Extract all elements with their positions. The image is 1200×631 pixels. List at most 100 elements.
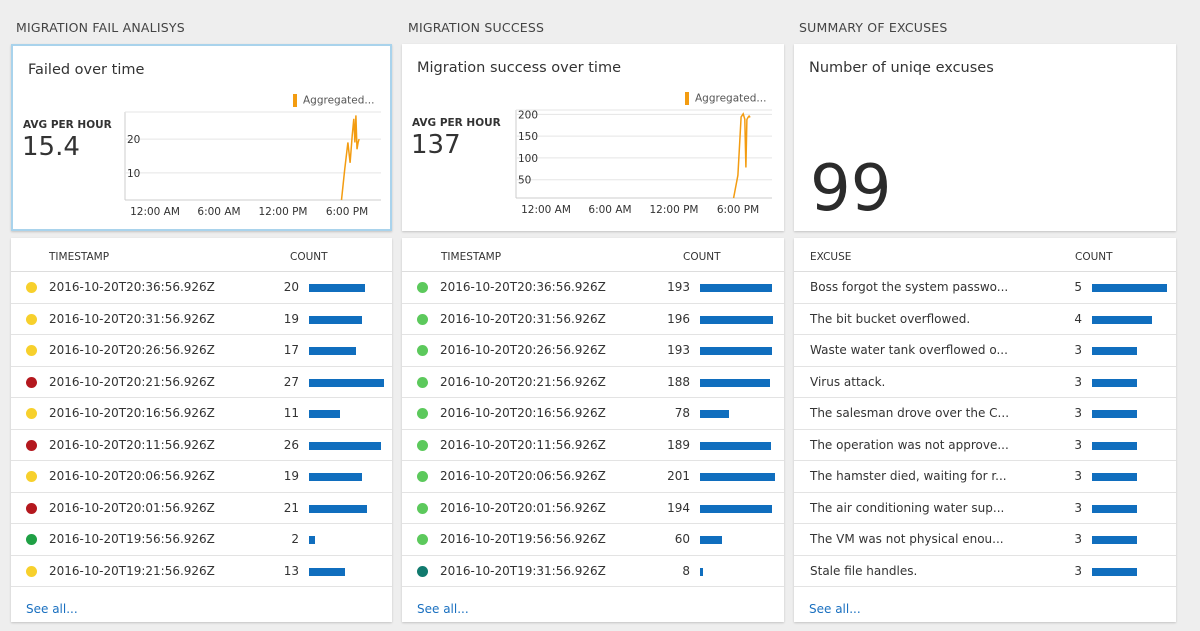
table-row[interactable]: The VM was not physical enou... 3 <box>794 524 1176 556</box>
count-bar <box>309 315 362 324</box>
count-cell: 3 <box>1074 500 1082 515</box>
status-dot <box>417 565 428 577</box>
table-row[interactable]: 2016-10-20T20:21:56.926Z 188 <box>402 367 784 398</box>
legend-swatch <box>685 92 689 105</box>
success-table: TIMESTAMP COUNT 2016-10-20T20:36:56.926Z… <box>402 238 784 622</box>
col-count: COUNT <box>1075 251 1113 263</box>
table-row[interactable]: 2016-10-20T20:16:56.926Z 11 <box>11 398 392 430</box>
table-row[interactable]: 2016-10-20T20:11:56.926Z 189 <box>402 430 784 461</box>
count-bar <box>1092 315 1152 324</box>
status-dot <box>26 565 37 577</box>
table-row[interactable]: Boss forgot the system passwo... 5 <box>794 272 1176 304</box>
count-cell: 196 <box>667 311 690 326</box>
count-bar <box>1092 441 1137 450</box>
x-tick-label: 6:00 PM <box>326 206 368 218</box>
count-cell: 189 <box>667 437 690 452</box>
table-row[interactable]: The hamster died, waiting for r... 3 <box>794 461 1176 493</box>
table-row[interactable]: 2016-10-20T20:36:56.926Z 20 <box>11 272 392 304</box>
status-dot <box>417 408 428 419</box>
y-tick-label: 10 <box>127 168 140 180</box>
count-bar <box>700 284 772 292</box>
table-row[interactable]: 2016-10-20T19:56:56.926Z 2 <box>11 524 392 556</box>
status-dot <box>26 534 37 545</box>
see-all-link[interactable]: See all... <box>809 602 861 616</box>
timestamp-cell: 2016-10-20T19:56:56.926Z <box>49 532 215 546</box>
col-count: COUNT <box>290 251 328 263</box>
table-row[interactable]: 2016-10-20T20:21:56.926Z 27 <box>11 367 392 398</box>
count-bar <box>1092 347 1137 355</box>
table-row[interactable]: The operation was not approve... 3 <box>794 430 1176 461</box>
count-bar <box>1092 504 1137 513</box>
tile-title: Failed over time <box>28 62 145 78</box>
table-row[interactable]: 2016-10-20T19:31:56.926Z 8 <box>402 556 784 587</box>
fail-chart-tile[interactable]: Failed over time AVG PER HOUR 15.4 Aggre… <box>11 44 392 231</box>
count-bar <box>309 536 315 544</box>
status-dot <box>417 439 428 451</box>
timestamp-cell: 2016-10-20T19:21:56.926Z <box>49 563 215 578</box>
table-row[interactable]: 2016-10-20T20:06:56.926Z 201 <box>402 461 784 493</box>
count-bar <box>309 284 365 292</box>
excuse-cell: Waste water tank overflowed o... <box>810 343 1008 357</box>
table-row[interactable]: 2016-10-20T19:56:56.926Z 60 <box>402 524 784 556</box>
excuse-cell: The hamster died, waiting for r... <box>810 469 1007 483</box>
count-cell: 3 <box>1074 374 1082 389</box>
count-cell: 3 <box>1074 469 1082 483</box>
count-cell: 194 <box>667 500 690 515</box>
tile-title: Migration success over time <box>417 60 622 76</box>
count-cell: 27 <box>283 374 299 389</box>
table-row[interactable]: 2016-10-20T20:06:56.926Z 19 <box>11 461 392 493</box>
table-row[interactable]: Stale file handles. 3 <box>794 556 1176 587</box>
count-cell: 188 <box>667 374 690 389</box>
excuse-count-tile[interactable]: Number of uniqe excuses 99 <box>794 44 1176 231</box>
chart-legend: Aggregated... <box>685 92 766 105</box>
table-row[interactable]: Waste water tank overflowed o... 3 <box>794 335 1176 367</box>
see-all-link[interactable]: See all... <box>26 602 78 616</box>
count-bar <box>700 315 773 324</box>
x-tick-label: 12:00 AM <box>130 206 180 218</box>
status-dot <box>26 439 37 451</box>
count-cell: 5 <box>1074 280 1082 294</box>
count-cell: 3 <box>1074 532 1082 546</box>
col-count: COUNT <box>683 251 721 263</box>
count-cell: 4 <box>1074 311 1082 326</box>
table-row[interactable]: The air conditioning water sup... 3 <box>794 493 1176 524</box>
table-row[interactable]: 2016-10-20T20:36:56.926Z 193 <box>402 272 784 304</box>
status-dot <box>26 376 37 388</box>
fail-line-chart: 10 20 12:00 AM 6:00 AM 12:00 PM 6:00 PM <box>124 111 381 218</box>
success-chart-tile[interactable]: Migration success over time AVG PER HOUR… <box>402 44 784 231</box>
table-row[interactable]: 2016-10-20T20:01:56.926Z 21 <box>11 493 392 524</box>
count-cell: 60 <box>674 532 690 546</box>
count-bar <box>700 347 772 355</box>
avg-value: 137 <box>411 130 461 160</box>
table-row[interactable]: The salesman drove over the C... 3 <box>794 398 1176 430</box>
status-dot <box>417 345 428 356</box>
status-dot <box>417 313 428 325</box>
excuse-table: EXCUSE COUNT Boss forgot the system pass… <box>794 238 1176 622</box>
fail-table: TIMESTAMP COUNT 2016-10-20T20:36:56.926Z… <box>11 238 392 622</box>
section-title-success: MIGRATION SUCCESS <box>408 20 545 35</box>
y-tick-label: 20 <box>127 134 140 146</box>
table-row[interactable]: The bit bucket overflowed. 4 <box>794 304 1176 335</box>
timestamp-cell: 2016-10-20T20:06:56.926Z <box>440 469 606 483</box>
count-cell: 3 <box>1074 406 1082 420</box>
see-all-link[interactable]: See all... <box>417 602 469 616</box>
table-row[interactable]: 2016-10-20T20:16:56.926Z 78 <box>402 398 784 430</box>
table-row[interactable]: 2016-10-20T20:11:56.926Z 26 <box>11 430 392 461</box>
count-cell: 11 <box>283 406 299 420</box>
table-row[interactable]: 2016-10-20T20:01:56.926Z 194 <box>402 493 784 524</box>
timestamp-cell: 2016-10-20T19:56:56.926Z <box>440 532 606 546</box>
table-row[interactable]: Virus attack. 3 <box>794 367 1176 398</box>
count-bar <box>700 441 771 450</box>
table-row[interactable]: 2016-10-20T20:31:56.926Z 19 <box>11 304 392 335</box>
timestamp-cell: 2016-10-20T20:16:56.926Z <box>440 406 606 420</box>
count-cell: 19 <box>283 311 299 326</box>
table-row[interactable]: 2016-10-20T20:26:56.926Z 17 <box>11 335 392 367</box>
timestamp-cell: 2016-10-20T20:31:56.926Z <box>49 311 215 326</box>
table-row[interactable]: 2016-10-20T20:26:56.926Z 193 <box>402 335 784 367</box>
table-row[interactable]: 2016-10-20T19:21:56.926Z 13 <box>11 556 392 587</box>
count-bar <box>309 410 340 418</box>
table-row[interactable]: 2016-10-20T20:31:56.926Z 196 <box>402 304 784 335</box>
y-tick-label: 100 <box>518 153 538 165</box>
status-dot <box>417 502 428 514</box>
x-tick-label: 6:00 PM <box>717 204 759 216</box>
